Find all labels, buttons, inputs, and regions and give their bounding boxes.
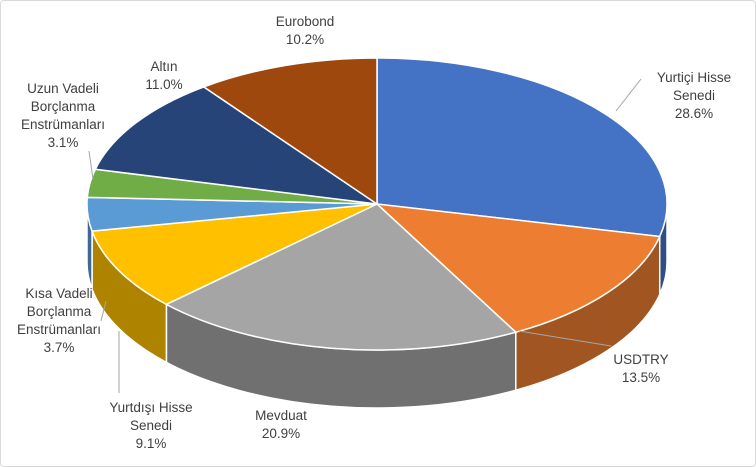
value-label: 20.9% [261, 426, 301, 441]
data-label: Yurtdışı Hisse Senedi 9.1% [99, 399, 203, 453]
category-label: Altın [150, 59, 178, 74]
leader-line [518, 330, 612, 347]
value-label: 11.0% [145, 77, 183, 92]
value-label: 3.1% [47, 135, 79, 150]
data-label: Altın 11.0% [112, 58, 216, 94]
value-label: 3.7% [43, 340, 75, 355]
slice [374, 202, 661, 334]
leader-line [615, 78, 642, 112]
category-label: Kısa Vadeli Borçlanma Enstrümanları [16, 286, 102, 337]
value-label: 9.1% [135, 436, 167, 451]
category-label: USDTRY [613, 352, 669, 367]
category-label: Mevduat [255, 408, 307, 423]
slice [376, 57, 668, 238]
data-label: USDTRY 13.5% [589, 351, 693, 387]
slice [90, 203, 378, 306]
leader-line [88, 150, 94, 180]
category-label: Yurtdışı Hisse Senedi [109, 400, 193, 433]
data-label: Yurtiçi Hisse Senedi 28.6% [642, 69, 746, 123]
data-label: Uzun Vadeli Borçlanma Enstrümanları 3.1% [11, 80, 115, 152]
slice [94, 86, 378, 205]
value-label: 10.2% [285, 32, 325, 47]
category-label: Uzun Vadeli Borçlanma Enstrümanları [20, 81, 106, 132]
data-label: Eurobond 10.2% [253, 13, 357, 49]
category-label: Yurtiçi Hisse Senedi [656, 70, 732, 103]
data-label: Mevduat 20.9% [229, 407, 333, 443]
slice [164, 203, 518, 351]
slice [202, 57, 378, 206]
tops [86, 57, 668, 351]
value-label: 13.5% [621, 370, 661, 385]
data-label: Kısa Vadeli Borçlanma Enstrümanları 3.7% [7, 285, 111, 357]
leader-line [100, 300, 107, 322]
value-label: 28.6% [674, 106, 714, 121]
category-label: Eurobond [275, 14, 335, 29]
